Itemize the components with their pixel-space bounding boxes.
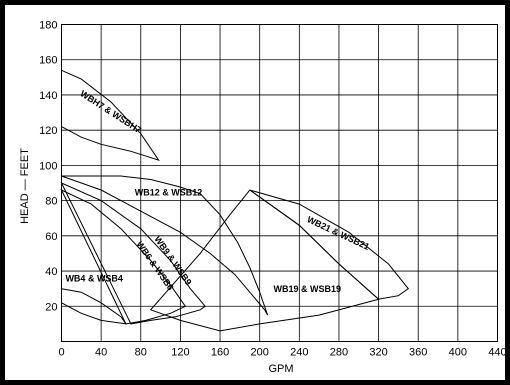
y-tick-label: 180 xyxy=(39,20,57,32)
y-axis-title: HEAD — FEET xyxy=(19,148,31,224)
y-tick-label: 60 xyxy=(45,231,57,243)
region-label-wb19-wsb19: WB19 & WSB19 xyxy=(273,284,341,294)
region-wb19-wsb19 xyxy=(149,189,380,332)
x-tick-label: 160 xyxy=(211,347,229,359)
label-layer: 0 40 80 120 160 200 240 280 320 360 400 440 20 40 60 80… xyxy=(39,20,507,359)
x-tick-label: 240 xyxy=(290,347,308,359)
region-label-wb12-wsb12: WB12 & WSB12 xyxy=(135,187,203,197)
x-tick-label: 120 xyxy=(171,347,189,359)
x-axis-title: GPM xyxy=(268,363,293,375)
x-tick-label: 360 xyxy=(409,347,427,359)
y-tick-label: 20 xyxy=(45,301,57,313)
curve-layer xyxy=(60,69,410,332)
x-tick-label: 320 xyxy=(369,347,387,359)
x-tick-label: 400 xyxy=(449,347,467,359)
y-tick-label: 100 xyxy=(39,160,57,172)
y-tick-label: 80 xyxy=(45,196,57,208)
x-tick-label: 200 xyxy=(251,347,269,359)
region-wb12-wsb12 xyxy=(61,175,269,316)
x-tick-label: 80 xyxy=(135,347,147,359)
region-wbh7-wsbh7 xyxy=(61,69,160,162)
region-wb6-wsb6 xyxy=(60,188,187,325)
x-tick-label: 440 xyxy=(488,347,506,359)
region-label-wb21-wsb21: WB21 & WSB21 xyxy=(306,214,371,252)
x-tick-label: 280 xyxy=(330,347,348,359)
grid-layer xyxy=(61,24,498,342)
y-tick-label: 40 xyxy=(45,266,57,278)
region-label-wbh7-wsbh7: WBH7 & WSBH7 xyxy=(78,88,143,135)
y-tick-label: 120 xyxy=(39,125,57,137)
region-label-wb4-wsb4: WB4 & WSB4 xyxy=(65,274,123,284)
y-tick-label: 140 xyxy=(39,90,57,102)
y-tick-label: 160 xyxy=(39,55,57,67)
x-tick-label: 0 xyxy=(58,347,64,359)
region-wb4-wsb4 xyxy=(61,288,127,325)
region-wb9-wsb9 xyxy=(60,181,206,325)
x-tick-label: 40 xyxy=(95,347,107,359)
